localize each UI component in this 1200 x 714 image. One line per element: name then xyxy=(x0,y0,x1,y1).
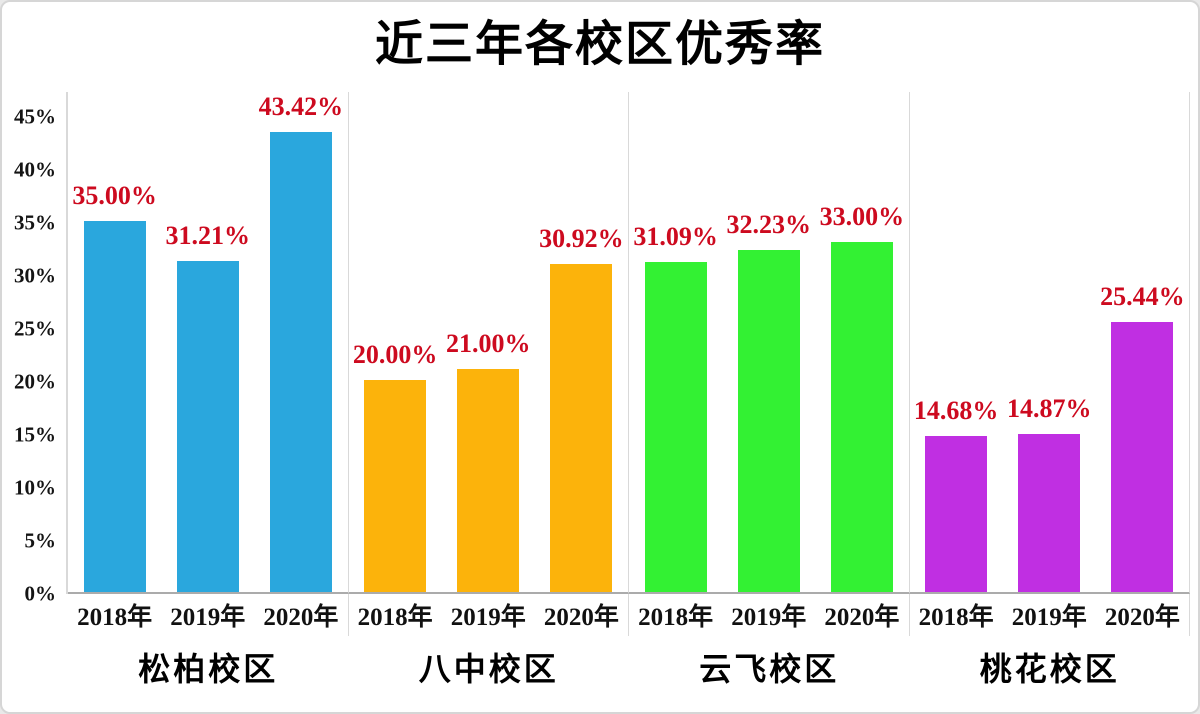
bar-slot: 20.00% xyxy=(349,92,442,592)
y-tick-label: 40% xyxy=(14,157,56,182)
campus-name: 八中校区 xyxy=(418,651,559,687)
bar-slot: 31.21% xyxy=(161,92,254,592)
bar-2019年 xyxy=(1018,434,1081,592)
year-label: 2018年 xyxy=(918,604,994,631)
bar-value-label: 20.00% xyxy=(352,340,438,369)
campus-group: 20.00% 21.00% 30.92% 2018年 2019年 2020年八中校区 xyxy=(348,92,629,698)
bar-2018年 xyxy=(925,436,988,592)
bar-2018年 xyxy=(644,262,707,592)
bar-value-label: 32.23% xyxy=(726,210,812,240)
y-tick-label: 5% xyxy=(24,528,57,553)
bar-slot: 31.09% xyxy=(629,92,722,592)
bar-slot: 14.68% xyxy=(910,92,1003,592)
year-label: 2018年 xyxy=(77,604,153,631)
bars-area: 14.68% 14.87% 25.44% xyxy=(909,92,1190,594)
bars-area: 31.09% 32.23% 33.00% xyxy=(629,92,910,594)
chart-title: 近三年各校区优秀率 xyxy=(374,18,825,71)
y-tick-label: 15% xyxy=(14,422,56,447)
bar-slot: 14.87% xyxy=(1003,92,1096,592)
y-tick-label: 30% xyxy=(14,263,56,288)
bar-value-label: 14.68% xyxy=(913,396,999,426)
campus-name: 松柏校区 xyxy=(138,651,279,687)
year-labels-row: 2018年 2019年 2020年 xyxy=(349,594,629,636)
bar-value-label: 33.00% xyxy=(819,202,905,232)
year-label: 2018年 xyxy=(638,604,714,631)
bar-slot: 25.44% xyxy=(1096,92,1189,592)
year-label: 2020年 xyxy=(543,604,619,631)
year-labels-row: 2018年 2019年 2020年 xyxy=(910,594,1190,636)
y-axis-line xyxy=(66,92,68,594)
plot-area: 35.00% 31.21% 43.42% 2018年 2019年 2020年松柏校区 20.… xyxy=(68,92,1190,698)
bars-area: 35.00% 31.21% 43.42% xyxy=(68,92,349,594)
year-label: 2018年 xyxy=(357,604,433,631)
campus-group: 35.00% 31.21% 43.42% 2018年 2019年 2020年松柏校区 xyxy=(68,92,349,698)
bar-value-label: 21.00% xyxy=(446,329,531,359)
bar-value-label: 31.09% xyxy=(633,222,718,252)
bar-2020年 xyxy=(1111,322,1174,592)
bar-2020年 xyxy=(269,131,332,592)
bar-2020年 xyxy=(830,242,893,592)
y-tick-label: 45% xyxy=(14,104,56,129)
y-tick-label: 10% xyxy=(14,475,56,500)
y-tick-label: 35% xyxy=(14,210,56,235)
bar-value-label: 25.44% xyxy=(1100,282,1185,312)
campus-group: 31.09% 32.23% 33.00% 2018年 2019年 2020年云飞校区 xyxy=(629,92,910,698)
bar-slot: 35.00% xyxy=(68,92,161,592)
bar-2019年 xyxy=(176,261,239,592)
bar-slot: 21.00% xyxy=(442,92,535,592)
year-label: 2019年 xyxy=(170,604,246,631)
year-label: 2020年 xyxy=(263,604,339,631)
year-labels-row: 2018年 2019年 2020年 xyxy=(629,594,910,636)
bar-slot: 32.23% xyxy=(722,92,815,592)
bar-2018年 xyxy=(364,380,427,592)
bars-area: 20.00% 21.00% 30.92% xyxy=(348,92,629,594)
y-tick-label: 25% xyxy=(14,316,56,341)
bar-2018年 xyxy=(83,221,146,592)
bar-2020年 xyxy=(550,264,613,592)
bar-2019年 xyxy=(457,369,520,592)
bar-slot: 43.42% xyxy=(254,92,347,592)
y-axis: 0% 5% 10% 15% 20% 25% 30% 35% 40% 45% xyxy=(2,92,60,606)
year-label: 2020年 xyxy=(824,604,900,631)
bar-value-label: 14.87% xyxy=(1007,394,1092,424)
bar-slot: 30.92% xyxy=(535,92,628,592)
y-tick-label: 0% xyxy=(24,581,57,606)
year-label: 2020年 xyxy=(1104,604,1180,631)
campus-group: 14.68% 14.87% 25.44% 2018年 2019年 2020年桃花校区 xyxy=(909,92,1190,698)
y-tick-label: 20% xyxy=(14,369,56,394)
campus-name: 云飞校区 xyxy=(699,651,840,687)
bar-value-label: 31.21% xyxy=(165,221,251,251)
bar-value-label: 35.00% xyxy=(72,181,157,210)
year-label: 2019年 xyxy=(450,604,526,631)
bar-slot: 33.00% xyxy=(815,92,908,592)
bar-value-label: 30.92% xyxy=(539,224,624,254)
year-label: 2019年 xyxy=(1011,604,1087,631)
year-labels-row: 2018年 2019年 2020年 xyxy=(68,594,349,636)
bar-value-label: 43.42% xyxy=(258,91,344,121)
year-label: 2019年 xyxy=(731,604,807,631)
bar-2019年 xyxy=(737,250,800,592)
campus-name: 桃花校区 xyxy=(979,651,1120,687)
